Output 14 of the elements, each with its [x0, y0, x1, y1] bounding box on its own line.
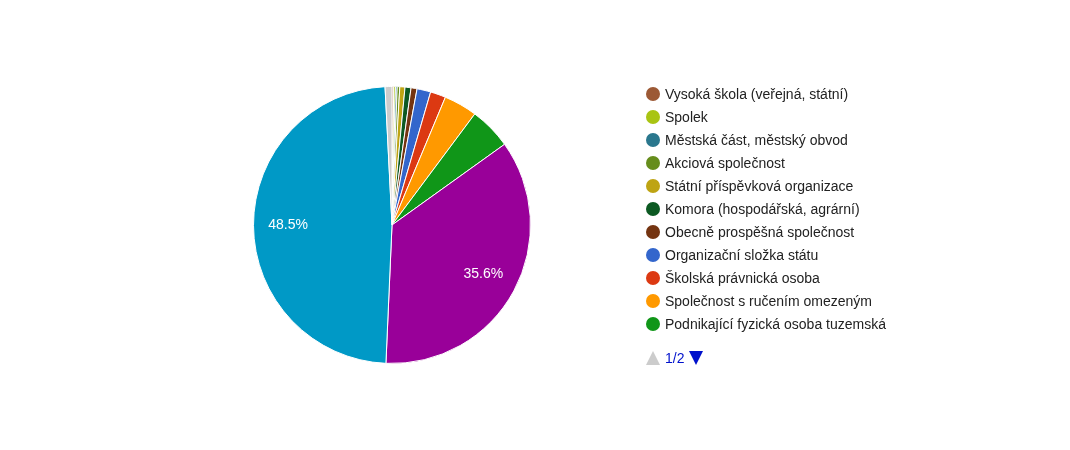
legend-label: Podnikající fyzická osoba tuzemská	[665, 315, 886, 332]
legend-label: Obecně prospěšná společnost	[665, 223, 855, 240]
data-label: 35.6%	[463, 265, 504, 282]
legend-label: Organizační složka státu	[665, 246, 819, 263]
legend-label: Akciová společnost	[665, 154, 785, 171]
legend-label: Školská právnická osoba	[665, 269, 820, 286]
legend-label: Komora (hospodářská, agrární)	[665, 200, 860, 217]
legend-label: Společnost s ručením omezeným	[665, 292, 872, 309]
legend-label: Státní příspěvková organizace	[665, 177, 854, 194]
legend-label: Spolek	[665, 108, 708, 125]
legend-label: Vysoká škola (veřejná, státní)	[665, 85, 849, 102]
text: 1/2	[665, 349, 685, 366]
data-label: 48.5%	[268, 216, 308, 233]
legend-label: Městská část, městský obvod	[665, 131, 848, 148]
